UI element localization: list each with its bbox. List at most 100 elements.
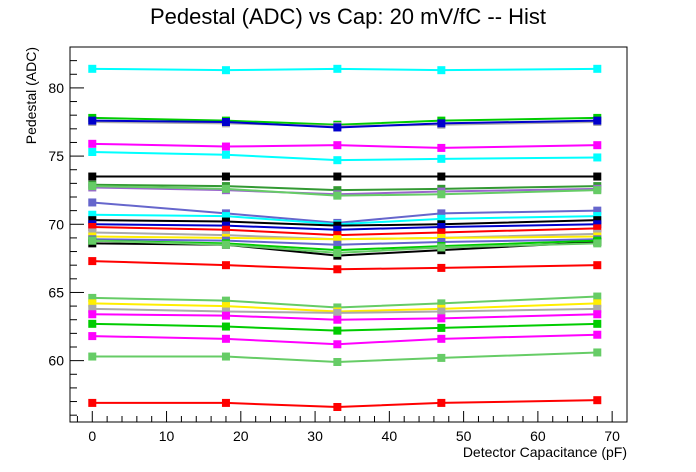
data-point — [437, 172, 446, 181]
data-point — [437, 353, 446, 362]
data-point — [221, 398, 230, 407]
data-point — [437, 66, 446, 75]
data-point — [437, 233, 446, 242]
series-line — [92, 313, 598, 321]
data-point — [333, 240, 342, 249]
x-tick-label: 10 — [159, 428, 175, 444]
y-tick-label: 70 — [48, 216, 64, 232]
data-point — [88, 332, 97, 341]
data-point — [437, 243, 446, 252]
data-point — [88, 172, 97, 181]
data-point — [593, 172, 602, 181]
data-point — [88, 148, 97, 156]
series-line — [92, 201, 598, 224]
data-point — [437, 323, 446, 332]
chart-title: Pedestal (ADC) vs Cap: 20 mV/fC -- Hist — [149, 4, 547, 29]
series-line — [92, 333, 598, 346]
data-point — [437, 299, 446, 308]
data-point — [221, 217, 230, 226]
data-point — [221, 212, 230, 221]
x-tick-label: 50 — [456, 428, 472, 444]
data-point — [333, 225, 342, 234]
series-28 — [88, 330, 602, 349]
data-point — [333, 303, 342, 312]
data-point — [593, 348, 602, 357]
data-point — [593, 299, 602, 308]
x-tick-label: 30 — [307, 428, 323, 444]
data-point — [593, 304, 602, 313]
series-1 — [88, 64, 602, 75]
data-point — [333, 308, 342, 317]
series-5 — [88, 139, 602, 152]
y-tick-label: 75 — [48, 148, 64, 164]
data-point — [333, 326, 342, 335]
data-point — [221, 118, 230, 126]
data-point — [593, 206, 602, 215]
data-point — [221, 225, 230, 234]
axis-layer: 0 10 20 30 40 50 60 70 60 65 70 75 80 — [48, 46, 628, 444]
x-tick-label: 40 — [382, 428, 398, 444]
series-10 — [88, 182, 602, 200]
x-tick-label: 0 — [88, 428, 96, 444]
series-line — [92, 399, 598, 409]
data-point — [333, 172, 342, 181]
data-point — [593, 141, 602, 150]
series-15 — [88, 223, 602, 240]
series-21 — [88, 236, 602, 257]
data-point — [88, 116, 97, 125]
data-point — [437, 190, 446, 199]
data-point — [221, 322, 230, 331]
series-29 — [88, 348, 602, 366]
data-point — [437, 223, 446, 231]
data-point — [333, 221, 342, 230]
x-tick-label: 70 — [604, 428, 620, 444]
data-point — [221, 66, 230, 75]
data-point — [221, 184, 230, 193]
data-point — [221, 240, 230, 249]
data-point — [593, 224, 602, 233]
data-point — [88, 304, 97, 313]
data-point — [88, 236, 97, 245]
data-point — [333, 141, 342, 150]
data-point — [593, 186, 602, 195]
data-point — [88, 352, 97, 361]
data-point — [593, 292, 602, 301]
series-30 — [88, 396, 602, 411]
series-line — [92, 322, 598, 332]
data-point — [437, 154, 446, 163]
data-point — [593, 116, 602, 125]
series-line — [92, 142, 598, 149]
data-point — [333, 123, 342, 132]
data-point — [333, 358, 342, 366]
series-25 — [88, 304, 602, 317]
y-tick-label: 80 — [48, 80, 64, 96]
data-point — [593, 310, 602, 319]
data-point — [437, 314, 446, 323]
data-point — [88, 398, 97, 407]
y-axis-title: Pedestal (ADC) — [23, 47, 39, 144]
data-point — [88, 310, 97, 319]
x-axis-title: Detector Capacitance (pF) — [463, 444, 627, 460]
data-point — [437, 238, 446, 246]
x-tick-label: 60 — [530, 428, 546, 444]
data-point — [221, 307, 230, 316]
y-tick-label: 65 — [48, 284, 64, 300]
data-point — [88, 257, 97, 266]
data-point — [88, 182, 97, 191]
data-point — [88, 198, 97, 207]
data-point — [593, 216, 602, 225]
data-point — [593, 64, 602, 73]
data-point — [221, 334, 230, 343]
data-point — [333, 235, 342, 244]
data-point — [221, 150, 230, 159]
data-point — [333, 186, 342, 195]
series-line — [92, 151, 598, 162]
data-point — [221, 302, 230, 311]
data-point — [333, 191, 342, 200]
data-point — [221, 172, 230, 181]
series-23 — [88, 292, 602, 312]
series-line — [92, 260, 598, 271]
data-point — [333, 248, 342, 257]
data-point — [221, 221, 230, 230]
